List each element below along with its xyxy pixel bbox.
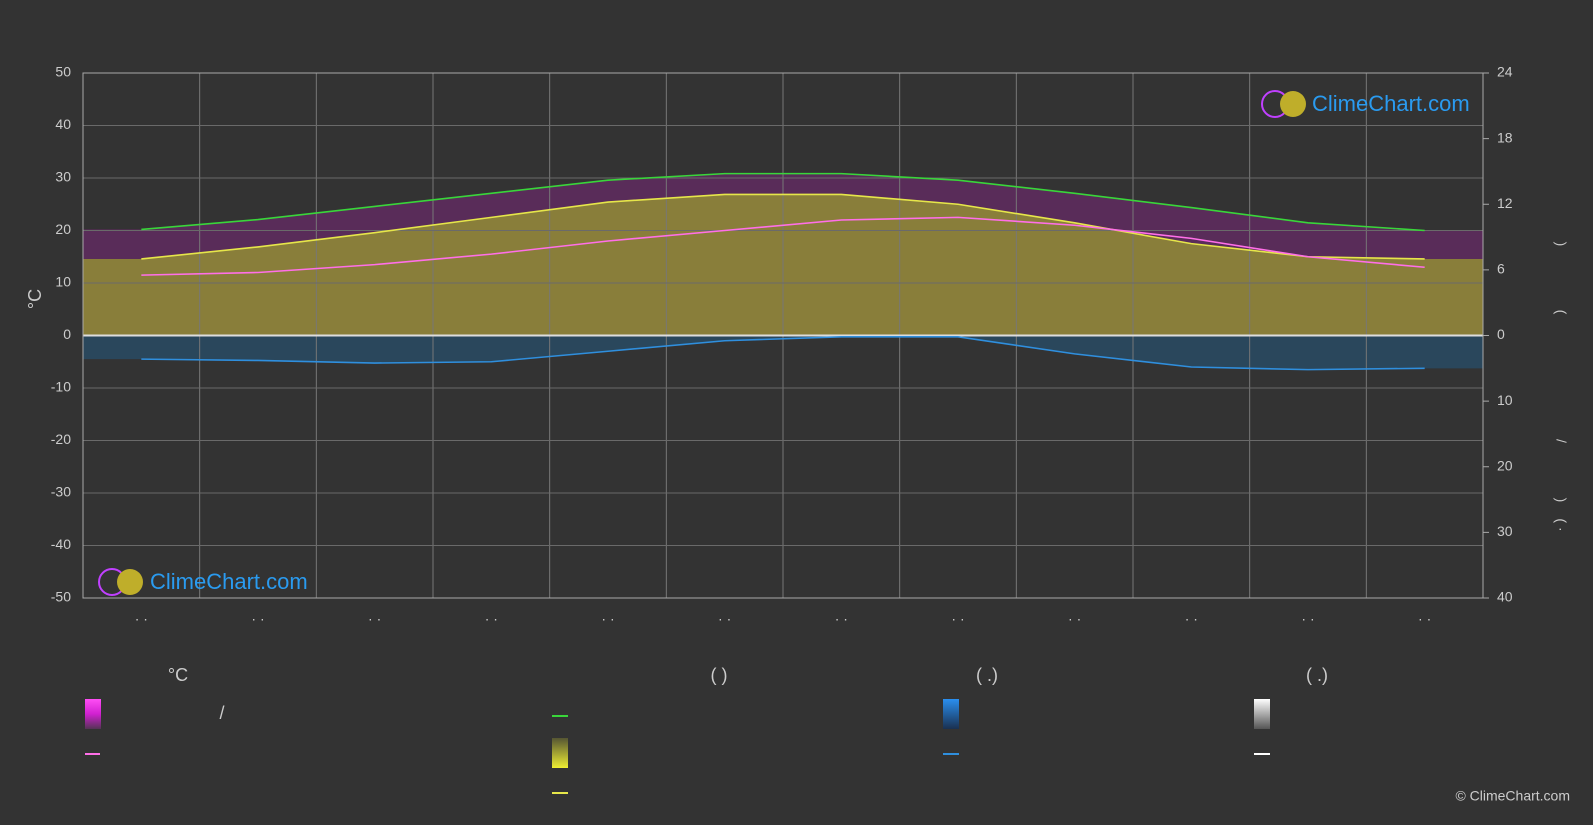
y-tick-label: 50 [55,64,71,80]
y3-axis-label: ) [1553,498,1569,503]
y3-tick-label: 10 [1497,392,1513,408]
y-tick-label: 0 [63,326,71,342]
x-tick-label: · · [1068,611,1081,627]
y-tick-label: -50 [51,589,71,605]
y2-tick-label: 12 [1497,195,1513,211]
legend-header: ( .) [976,665,998,685]
legend-header: ( .) [1306,665,1328,685]
x-tick-label: · · [718,611,731,627]
series-line [141,172,1425,232]
y-tick-label: -10 [51,379,71,395]
x-tick-label: · · [485,611,498,627]
legend-header: °C [168,665,188,685]
y3-axis-label: / [1553,439,1569,443]
x-tick-label: · · [1185,611,1198,627]
x-tick-label: · · [951,611,964,627]
y2-tick-label: 6 [1497,261,1505,277]
x-tick-label: · · [368,611,381,627]
y-tick-label: 20 [55,221,71,237]
legend-header: ( ) [711,665,728,685]
y3-tick-label: 20 [1497,457,1513,473]
logo-text: ClimeChart.com [1312,91,1470,116]
x-tick-label: · · [601,611,614,627]
logo-text: ClimeChart.com [150,569,308,594]
y2-tick-label: 0 [1497,326,1505,342]
series-line [141,216,1425,276]
y-tick-label: -20 [51,431,71,447]
legend-swatch [85,699,101,729]
x-tick-label: · · [1418,611,1431,627]
y-tick-label: 40 [55,116,71,132]
legend-swatch [943,699,959,729]
copyright: © ClimeChart.com [1455,788,1570,804]
x-tick-label: · · [835,611,848,627]
series-line [141,336,1425,371]
series-line [141,193,1425,260]
y2-tick-label: 18 [1497,129,1513,145]
y2-tick-label: 24 [1497,64,1513,80]
legend-swatch [1254,699,1270,729]
y3-tick-label: 40 [1497,589,1513,605]
y-tick-label: -30 [51,484,71,500]
x-tick-label: · · [251,611,264,627]
y-tick-label: 10 [55,274,71,290]
y3-tick-label: 30 [1497,523,1513,539]
legend-text: / [219,703,224,723]
y2-axis-label: ) [1553,242,1569,247]
x-tick-label: · · [1301,611,1314,627]
y3-axis-label: ( · [1553,518,1569,531]
y-tick-label: 30 [55,169,71,185]
y-tick-label: -40 [51,536,71,552]
x-tick-label: · · [135,611,148,627]
y2-axis-label: ( [1553,310,1569,315]
plot-frame [82,72,1484,599]
logo: ClimeChart.com [1261,90,1470,118]
y-axis-label: °C [25,289,45,309]
legend-swatch [552,738,568,768]
logo: ClimeChart.com [98,568,308,596]
